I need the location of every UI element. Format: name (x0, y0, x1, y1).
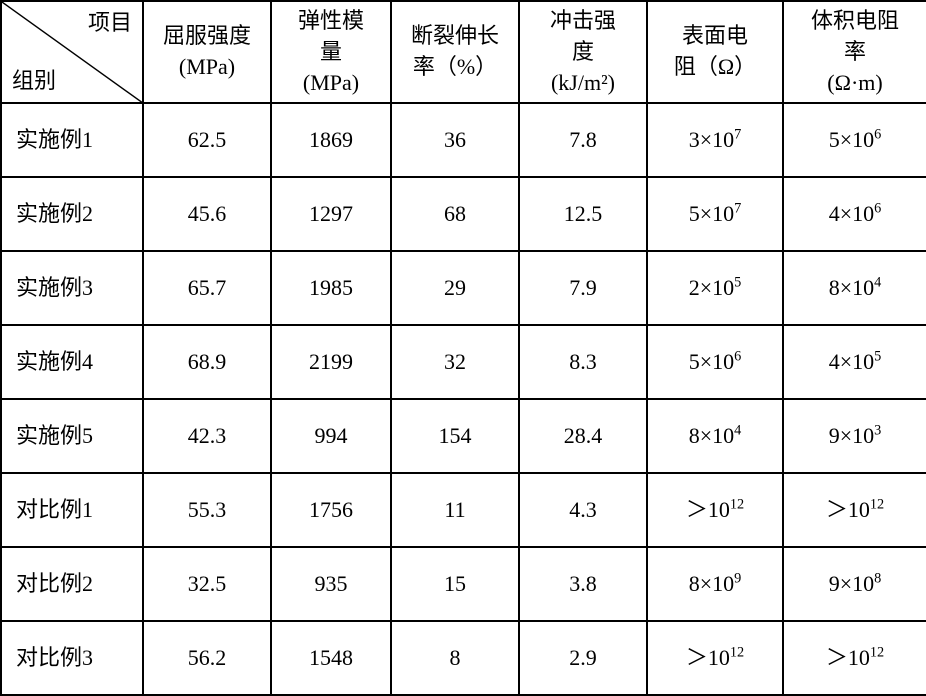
table-cell: 935 (271, 547, 391, 621)
table-cell: 32 (391, 325, 519, 399)
corner-bottom-label: 组别 (12, 66, 56, 97)
column-header: 弹性模量(MPa) (271, 1, 391, 103)
table-cell: 12.5 (519, 177, 647, 251)
table-cell: 8×104 (647, 399, 783, 473)
row-label: 实施例1 (1, 103, 143, 177)
row-label: 对比例1 (1, 473, 143, 547)
table-cell: 45.6 (143, 177, 271, 251)
table-cell: ＞1012 (647, 621, 783, 695)
column-header: 体积电阻率(Ω·m) (783, 1, 926, 103)
row-label: 实施例5 (1, 399, 143, 473)
table-row: 实施例542.399415428.48×1049×103 (1, 399, 926, 473)
table-cell: 2×105 (647, 251, 783, 325)
column-header: 屈服强度(MPa) (143, 1, 271, 103)
table-cell: 1869 (271, 103, 391, 177)
table-cell: 42.3 (143, 399, 271, 473)
table-cell: 154 (391, 399, 519, 473)
row-label: 对比例2 (1, 547, 143, 621)
row-label: 实施例3 (1, 251, 143, 325)
table-cell: 68.9 (143, 325, 271, 399)
table-cell: 7.9 (519, 251, 647, 325)
table-cell: 1297 (271, 177, 391, 251)
table-cell: 5×106 (647, 325, 783, 399)
table-cell: 4×106 (783, 177, 926, 251)
table-cell: 1756 (271, 473, 391, 547)
table-cell: 29 (391, 251, 519, 325)
table-cell: 994 (271, 399, 391, 473)
table-cell: 32.5 (143, 547, 271, 621)
table-cell: 65.7 (143, 251, 271, 325)
table-cell: ＞1012 (783, 473, 926, 547)
table-cell: 11 (391, 473, 519, 547)
table-cell: 2.9 (519, 621, 647, 695)
table-cell: 9×108 (783, 547, 926, 621)
data-table: 项目 组别 屈服强度(MPa)弹性模量(MPa)断裂伸长率（%）冲击强度(kJ/… (0, 0, 926, 696)
table-cell: ＞1012 (783, 621, 926, 695)
table-row: 实施例365.71985297.92×1058×104 (1, 251, 926, 325)
table-cell: 8.3 (519, 325, 647, 399)
table-cell: 1985 (271, 251, 391, 325)
corner-header-cell: 项目 组别 (1, 1, 143, 103)
table-cell: 9×103 (783, 399, 926, 473)
table-cell: 28.4 (519, 399, 647, 473)
table-row: 实施例162.51869367.83×1075×106 (1, 103, 926, 177)
table-cell: 36 (391, 103, 519, 177)
column-header: 断裂伸长率（%） (391, 1, 519, 103)
row-label: 对比例3 (1, 621, 143, 695)
table-cell: 15 (391, 547, 519, 621)
table-cell: 1548 (271, 621, 391, 695)
table-cell: 62.5 (143, 103, 271, 177)
table-header-row: 项目 组别 屈服强度(MPa)弹性模量(MPa)断裂伸长率（%）冲击强度(kJ/… (1, 1, 926, 103)
table-cell: 8×104 (783, 251, 926, 325)
table-row: 实施例245.612976812.55×1074×106 (1, 177, 926, 251)
table-cell: 4.3 (519, 473, 647, 547)
table-row: 对比例232.5935153.88×1099×108 (1, 547, 926, 621)
table-cell: 68 (391, 177, 519, 251)
table-cell: 3×107 (647, 103, 783, 177)
table-row: 对比例155.31756114.3＞1012＞1012 (1, 473, 926, 547)
table-row: 对比例356.2154882.9＞1012＞1012 (1, 621, 926, 695)
table-cell: 5×107 (647, 177, 783, 251)
table-cell: 55.3 (143, 473, 271, 547)
corner-top-label: 项目 (88, 8, 132, 39)
column-header: 冲击强度(kJ/m²) (519, 1, 647, 103)
table-cell: 5×106 (783, 103, 926, 177)
table-cell: 8 (391, 621, 519, 695)
table-row: 实施例468.92199328.35×1064×105 (1, 325, 926, 399)
table-cell: 4×105 (783, 325, 926, 399)
table-cell: 56.2 (143, 621, 271, 695)
table-cell: ＞1012 (647, 473, 783, 547)
table-cell: 3.8 (519, 547, 647, 621)
table-cell: 2199 (271, 325, 391, 399)
row-label: 实施例2 (1, 177, 143, 251)
table-cell: 7.8 (519, 103, 647, 177)
column-header: 表面电阻（Ω） (647, 1, 783, 103)
table-cell: 8×109 (647, 547, 783, 621)
row-label: 实施例4 (1, 325, 143, 399)
